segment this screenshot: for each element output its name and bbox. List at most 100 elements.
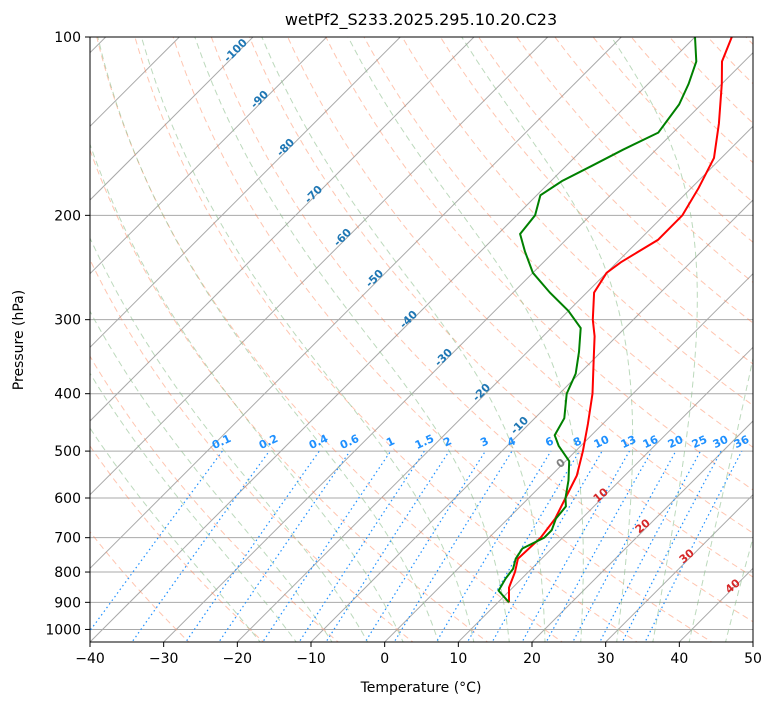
x-axis-label: Temperature (°C) bbox=[360, 680, 482, 696]
dry-adiabat-line bbox=[90, 148, 489, 642]
mixing-ratio-line bbox=[325, 450, 450, 642]
moist-adiabat-line bbox=[140, 37, 475, 642]
mixing-ratio-label: 1.5 bbox=[413, 432, 436, 452]
moist-adiabat-label: 40 bbox=[723, 576, 743, 596]
y-axis: 100 200 300 400 500 600 700 800 900 1000 bbox=[45, 30, 90, 638]
dry-adiabat-line bbox=[90, 355, 339, 642]
mixing-ratio-line bbox=[298, 450, 425, 642]
profiles bbox=[497, 37, 733, 603]
mixing-ratio-line bbox=[435, 450, 552, 642]
mixing-ratio-label: 3 bbox=[478, 434, 490, 449]
dry-adiabat-label: -30 bbox=[432, 346, 455, 369]
mixing-ratio-line bbox=[521, 450, 631, 642]
moist-adiabat-line bbox=[90, 142, 404, 642]
x-tick-label: 40 bbox=[670, 651, 688, 667]
dry-adiabat-line bbox=[325, 37, 753, 491]
y-tick-label: 700 bbox=[54, 531, 81, 547]
dry-adiabat-label: -80 bbox=[274, 136, 297, 159]
plot-frame bbox=[89, 36, 754, 643]
isotherm-line bbox=[90, 37, 254, 201]
x-tick-label: −20 bbox=[223, 651, 253, 667]
mixing-ratio-line bbox=[572, 450, 677, 642]
x-tick-label: 0 bbox=[380, 651, 389, 667]
y-tick-label: 300 bbox=[54, 313, 81, 329]
mixing-ratio-line bbox=[621, 450, 722, 642]
moist-adiabat-line bbox=[90, 372, 297, 642]
mixing-ratio-label: 36 bbox=[732, 433, 752, 451]
isotherm-line bbox=[605, 493, 753, 642]
dry-adiabat-label: -40 bbox=[397, 308, 420, 331]
moist-adiabat-label: 20 bbox=[633, 516, 653, 536]
chart-title: wetPf2_S233.2025.295.10.20.C23 bbox=[285, 10, 557, 30]
moist-adiabat-line bbox=[688, 355, 753, 642]
moist-adiabat-line bbox=[194, 37, 510, 642]
y-tick-label: 100 bbox=[54, 30, 81, 46]
isotherm-line bbox=[236, 125, 753, 642]
dry-adiabat-label: -90 bbox=[248, 88, 271, 111]
moist-adiabat-line bbox=[261, 37, 546, 642]
dry-adiabat-label: -60 bbox=[331, 226, 354, 249]
y-tick-label: 600 bbox=[54, 491, 81, 507]
dewpoint-profile bbox=[497, 37, 698, 603]
dry-adiabat-line bbox=[668, 37, 753, 124]
mixing-ratio-line bbox=[262, 450, 392, 642]
y-tick-label: 500 bbox=[54, 444, 81, 460]
dry-adiabat-label: -50 bbox=[363, 267, 386, 290]
background-lines bbox=[90, 37, 753, 642]
mixing-ratio-label: 20 bbox=[666, 433, 686, 451]
x-tick-label: −40 bbox=[75, 651, 105, 667]
dry-adiabat-line bbox=[439, 37, 753, 365]
isotherm-line bbox=[90, 37, 549, 496]
isotherm-line bbox=[90, 37, 401, 349]
x-tick-label: −30 bbox=[149, 651, 179, 667]
isotherm-line bbox=[90, 37, 696, 642]
mixing-ratio-label: 0.6 bbox=[338, 432, 361, 452]
moist-adiabat-label: 10 bbox=[591, 485, 611, 505]
x-tick-label: 10 bbox=[449, 651, 467, 667]
mixing-ratio-label: 0.4 bbox=[307, 432, 330, 452]
mixing-ratio-line bbox=[491, 450, 603, 642]
mixing-ratio-line bbox=[466, 450, 580, 642]
dry-adiabat-line bbox=[210, 37, 753, 623]
moist-adiabat-line bbox=[90, 427, 261, 642]
isotherm-line bbox=[531, 420, 753, 642]
dry-adiabat-line bbox=[592, 37, 753, 203]
isotherm-line bbox=[752, 641, 753, 642]
dry-adiabat-label: -20 bbox=[470, 381, 493, 404]
moist-adiabat-line bbox=[461, 37, 634, 642]
y-tick-label: 400 bbox=[54, 387, 81, 403]
moist-adiabat-label: 30 bbox=[677, 546, 697, 566]
isotherm-line bbox=[678, 567, 753, 642]
dry-adiabat-line bbox=[363, 37, 753, 448]
moist-adiabat-line bbox=[97, 37, 439, 642]
mixing-ratio-label: 13 bbox=[619, 433, 638, 451]
dry-adiabat-line bbox=[134, 37, 638, 642]
y-axis-label: Pressure (hPa) bbox=[11, 290, 27, 390]
dry-adiabat-line bbox=[707, 37, 753, 85]
mixing-ratio-line bbox=[90, 450, 223, 632]
dry-adiabat-label: -10 bbox=[508, 414, 531, 437]
isotherm-line bbox=[310, 199, 753, 642]
isotherm-line bbox=[384, 272, 753, 642]
moist-adiabat-line bbox=[725, 536, 753, 642]
dry-adiabat-line bbox=[90, 258, 414, 642]
isotherm-line bbox=[90, 37, 622, 570]
temperature-profile bbox=[508, 37, 733, 603]
x-tick-label: 20 bbox=[523, 651, 541, 667]
isotherm-line bbox=[163, 51, 753, 642]
dry-adiabat-line bbox=[745, 37, 753, 46]
mixing-ratio-label: 16 bbox=[641, 433, 661, 451]
moist-adiabat-line bbox=[90, 310, 333, 642]
dry-adiabat-line bbox=[630, 37, 753, 164]
mixing-ratio-label: 6 bbox=[543, 434, 556, 449]
x-tick-label: −10 bbox=[296, 651, 326, 667]
y-tick-label: 900 bbox=[54, 595, 81, 611]
mixing-ratio-label: 25 bbox=[690, 433, 709, 451]
moist-adiabat-line bbox=[610, 37, 698, 642]
mixing-ratio-line bbox=[364, 450, 486, 642]
mixing-ratio-label: 30 bbox=[711, 433, 731, 451]
y-tick-label: 1000 bbox=[45, 622, 81, 638]
isotherm-line bbox=[90, 37, 328, 275]
mixing-ratio-line bbox=[218, 450, 351, 642]
dry-adiabat-label: -100 bbox=[221, 36, 250, 65]
